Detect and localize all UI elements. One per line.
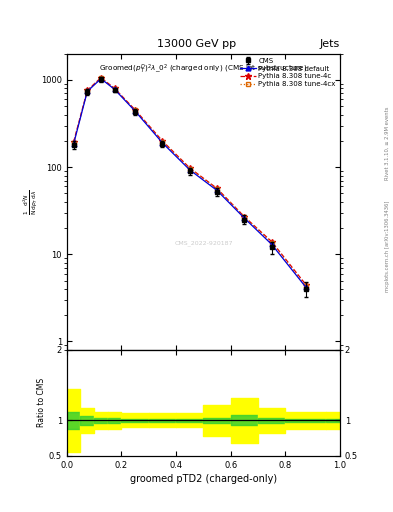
- Pythia 8.308 tune-4cx: [303, 283, 308, 289]
- Pythia 8.308 tune-4c: [215, 185, 219, 191]
- Text: mcplots.cern.ch [arXiv:1306.3436]: mcplots.cern.ch [arXiv:1306.3436]: [385, 200, 390, 291]
- Pythia 8.308 tune-4cx: [160, 139, 165, 145]
- Pythia 8.308 default: [133, 108, 138, 114]
- Pythia 8.308 tune-4c: [71, 139, 76, 145]
- Pythia 8.308 tune-4c: [85, 88, 90, 94]
- Pythia 8.308 default: [71, 141, 76, 147]
- Pythia 8.308 tune-4c: [269, 239, 274, 245]
- Pythia 8.308 tune-4c: [112, 86, 117, 92]
- Pythia 8.308 tune-4cx: [112, 86, 117, 92]
- Pythia 8.308 tune-4cx: [187, 165, 192, 172]
- Text: Groomed$(p_T^D)^2\lambda\_0^2$ (charged only) (CMS jet substructure): Groomed$(p_T^D)^2\lambda\_0^2$ (charged …: [99, 62, 307, 76]
- Text: Rivet 3.1.10, ≥ 2.9M events: Rivet 3.1.10, ≥ 2.9M events: [385, 106, 390, 180]
- Pythia 8.308 tune-4c: [133, 106, 138, 113]
- Line: Pythia 8.308 tune-4c: Pythia 8.308 tune-4c: [70, 74, 309, 288]
- X-axis label: groomed pTD2 (charged-only): groomed pTD2 (charged-only): [130, 474, 277, 484]
- Pythia 8.308 tune-4cx: [215, 186, 219, 192]
- Pythia 8.308 tune-4cx: [85, 88, 90, 94]
- Legend: CMS, Pythia 8.308 default, Pythia 8.308 tune-4c, Pythia 8.308 tune-4cx: CMS, Pythia 8.308 default, Pythia 8.308 …: [240, 57, 336, 88]
- Y-axis label: $\frac{1}{\mathrm{N}}\frac{\mathrm{d}^2 N}{\mathrm{d}p_T\,\mathrm{d}\lambda}$: $\frac{1}{\mathrm{N}}\frac{\mathrm{d}^2 …: [22, 189, 40, 215]
- Pythia 8.308 tune-4c: [99, 75, 103, 81]
- Line: Pythia 8.308 default: Pythia 8.308 default: [71, 76, 308, 290]
- Pythia 8.308 default: [269, 241, 274, 247]
- Pythia 8.308 default: [160, 140, 165, 146]
- Pythia 8.308 tune-4c: [303, 282, 308, 288]
- Text: CMS_2022-920187: CMS_2022-920187: [174, 241, 233, 246]
- Pythia 8.308 tune-4c: [160, 138, 165, 144]
- Pythia 8.308 default: [85, 89, 90, 95]
- Pythia 8.308 tune-4c: [187, 165, 192, 171]
- Pythia 8.308 default: [112, 87, 117, 93]
- Pythia 8.308 default: [242, 215, 247, 221]
- Text: Jets: Jets: [320, 38, 340, 49]
- Y-axis label: Ratio to CMS: Ratio to CMS: [37, 378, 46, 428]
- Pythia 8.308 tune-4cx: [71, 140, 76, 146]
- Pythia 8.308 tune-4cx: [133, 108, 138, 114]
- Pythia 8.308 tune-4cx: [242, 214, 247, 220]
- Pythia 8.308 tune-4cx: [99, 75, 103, 81]
- Line: Pythia 8.308 tune-4cx: Pythia 8.308 tune-4cx: [72, 76, 308, 288]
- Pythia 8.308 default: [187, 167, 192, 173]
- Pythia 8.308 tune-4cx: [269, 240, 274, 246]
- Pythia 8.308 tune-4c: [242, 214, 247, 220]
- Text: 13000 GeV pp: 13000 GeV pp: [157, 38, 236, 49]
- Pythia 8.308 default: [303, 284, 308, 290]
- Pythia 8.308 default: [215, 187, 219, 194]
- Pythia 8.308 default: [99, 76, 103, 82]
